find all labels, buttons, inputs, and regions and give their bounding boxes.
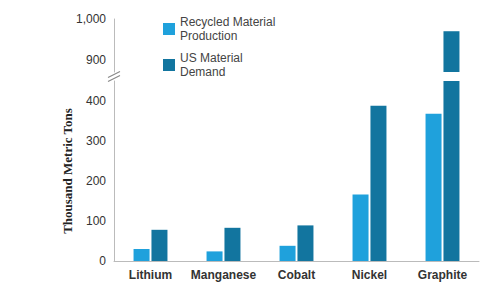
svg-text:900: 900 <box>86 53 106 67</box>
svg-text:Production: Production <box>180 29 237 43</box>
svg-text:Nickel: Nickel <box>352 268 387 282</box>
svg-text:Demand: Demand <box>180 65 225 79</box>
svg-text:400: 400 <box>86 94 106 108</box>
svg-text:Thousand Metric Tons: Thousand Metric Tons <box>60 108 75 234</box>
svg-text:0: 0 <box>99 254 106 268</box>
svg-text:100: 100 <box>86 214 106 228</box>
svg-text:Graphite: Graphite <box>418 268 468 282</box>
svg-text:200: 200 <box>86 174 106 188</box>
svg-text:Recycled Material: Recycled Material <box>180 15 279 29</box>
svg-text:US Material: US Material <box>180 51 246 65</box>
svg-text:Lithium: Lithium <box>129 268 172 282</box>
svg-text:Manganese: Manganese <box>191 268 257 282</box>
svg-text:300: 300 <box>86 134 106 148</box>
svg-text:1,000: 1,000 <box>76 12 106 26</box>
svg-text:Cobalt: Cobalt <box>278 268 315 282</box>
